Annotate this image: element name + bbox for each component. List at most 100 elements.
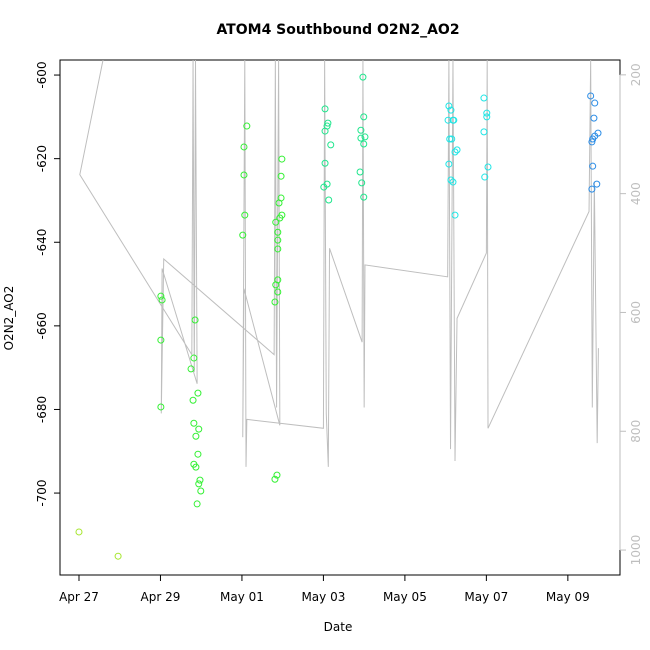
data-point: [360, 140, 368, 148]
data-point: [271, 298, 279, 306]
data-point: [274, 228, 282, 236]
data-point: [481, 173, 489, 181]
data-point: [196, 476, 204, 484]
data-point: [278, 155, 286, 163]
data-point: [192, 463, 200, 471]
data-point: [75, 528, 83, 536]
y2-tick-label: 600: [629, 301, 643, 324]
data-point: [453, 146, 461, 154]
x-tick-label: May 05: [383, 590, 427, 604]
data-point: [325, 196, 333, 204]
data-point: [276, 214, 284, 222]
x-tick-label: May 03: [301, 590, 345, 604]
data-point: [448, 135, 456, 143]
data-point: [451, 148, 459, 156]
data-point: [240, 143, 248, 151]
data-point: [190, 354, 198, 362]
y2-tick-label: 800: [629, 420, 643, 443]
plot-frame: [59, 59, 621, 576]
data-point: [360, 113, 368, 121]
y2-tick-label: 400: [629, 182, 643, 205]
data-point: [357, 134, 365, 142]
data-point: [359, 73, 367, 81]
series-line: [79, 60, 599, 467]
data-point: [241, 211, 249, 219]
data-point: [114, 552, 122, 560]
data-point: [450, 116, 458, 124]
y-tick-label: -680: [35, 396, 49, 423]
data-point: [321, 159, 329, 167]
x-tick-label: May 01: [220, 590, 264, 604]
data-point: [361, 133, 369, 141]
x-tick-label: May 09: [546, 590, 590, 604]
data-point: [195, 480, 203, 488]
x-tick-label: Apr 29: [141, 590, 181, 604]
data-point: [192, 432, 200, 440]
data-point: [158, 296, 166, 304]
data-point: [593, 180, 601, 188]
data-point: [271, 475, 279, 483]
data-point: [240, 171, 248, 179]
data-point: [483, 113, 491, 121]
data-point: [360, 193, 368, 201]
data-point: [187, 365, 195, 373]
x-axis-label: Date: [324, 620, 353, 634]
data-point: [321, 105, 329, 113]
y-axis-label: O2N2_AO2: [2, 286, 16, 351]
data-point: [357, 126, 365, 134]
y-tick-label: -640: [35, 229, 49, 256]
data-point: [589, 162, 597, 170]
data-point: [589, 135, 597, 143]
data-point: [277, 172, 285, 180]
data-point: [449, 178, 457, 186]
data-point: [194, 450, 202, 458]
data-point: [194, 389, 202, 397]
data-point: [189, 396, 197, 404]
data-point: [588, 138, 596, 146]
data-point: [483, 109, 491, 117]
data-point: [356, 168, 364, 176]
data-point: [239, 231, 247, 239]
x-tick-label: May 07: [464, 590, 508, 604]
data-point: [588, 185, 596, 193]
y2-tick-label: 200: [629, 63, 643, 86]
data-point: [320, 183, 328, 191]
x-tick-label: Apr 27: [59, 590, 99, 604]
y-tick-label: -660: [35, 312, 49, 339]
data-point: [445, 160, 453, 168]
data-point: [190, 419, 198, 427]
data-point: [273, 471, 281, 479]
plot-area: [75, 60, 602, 560]
data-point: [591, 99, 599, 107]
data-point: [321, 127, 329, 135]
chart-title: ATOM4 Southbound O2N2_AO2: [216, 22, 459, 38]
data-point: [272, 218, 280, 226]
data-point: [191, 316, 199, 324]
data-point: [446, 135, 454, 143]
data-point: [447, 176, 455, 184]
data-point: [590, 114, 598, 122]
y-tick-label: -700: [35, 479, 49, 506]
data-point: [324, 119, 332, 127]
data-point: [451, 211, 459, 219]
y-tick-label: -620: [35, 145, 49, 172]
data-point: [157, 336, 165, 344]
data-point: [480, 128, 488, 136]
data-point: [447, 106, 455, 114]
data-point: [272, 281, 280, 289]
data-point: [243, 122, 251, 130]
data-point: [587, 92, 595, 100]
data-point: [195, 425, 203, 433]
data-point: [157, 292, 165, 300]
data-point: [484, 163, 492, 171]
data-point: [197, 487, 205, 495]
data-point: [193, 500, 201, 508]
data-point: [358, 179, 366, 187]
data-point: [274, 288, 282, 296]
data-point: [274, 245, 282, 253]
data-point: [480, 94, 488, 102]
y-tick-label: -600: [35, 61, 49, 88]
data-point: [274, 236, 282, 244]
